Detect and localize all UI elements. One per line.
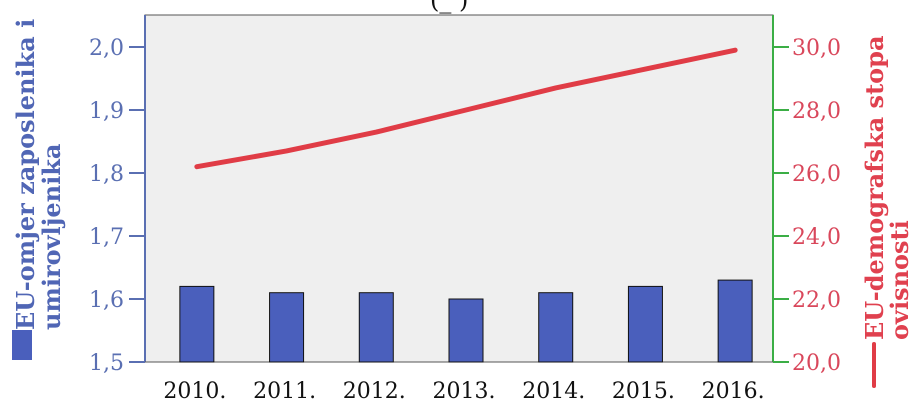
left-axis-tick-label: 1,9 [89, 99, 124, 124]
bar-2015 [627, 285, 663, 363]
left-axis-tick-label: 1,5 [89, 351, 124, 376]
x-axis-tick-label: 2016. [702, 379, 765, 404]
right-axis-title-line-2: ovisnosti [885, 220, 914, 340]
left-axis-title-group: EU-omjer zaposlenika i umirovljenika [11, 19, 66, 360]
right-axis: 20,0 22,0 24,0 26,0 28,0 30,0 [772, 15, 841, 376]
bar-2016 [717, 279, 753, 363]
left-axis-tick-label: 2,0 [89, 36, 124, 61]
left-axis-tick-label: 1,8 [89, 162, 124, 187]
right-axis-tick-label: 20,0 [792, 351, 841, 376]
right-axis-tick-label: 26,0 [792, 162, 841, 187]
x-axis-tick-label: 2013. [433, 379, 496, 404]
bar-2012 [358, 292, 394, 363]
left-axis-tick-label: 1,6 [89, 288, 124, 313]
dependency-rate-line [194, 47, 738, 170]
bar-2011 [269, 292, 305, 363]
right-axis-tick-label: 22,0 [792, 288, 841, 313]
bar-2010 [179, 285, 215, 363]
left-axis-title-line-1: EU-omjer zaposlenika i [11, 19, 40, 330]
x-axis-tick-label: 2015. [612, 379, 675, 404]
left-axis-title-line-2: umirovljenika [37, 144, 66, 330]
top-caption: (_ ) [430, 0, 468, 14]
line-series [194, 47, 738, 170]
bar-2014 [538, 292, 574, 363]
x-axis-tick-label: 2011. [253, 379, 316, 404]
right-axis-tick-label: 28,0 [792, 99, 841, 124]
x-axis-tick-label: 2010. [163, 379, 226, 404]
x-axis-tick-label: 2012. [343, 379, 406, 404]
right-axis-tick-label: 24,0 [792, 225, 841, 250]
right-axis-title-line-1: EU-demografska stopa [860, 36, 889, 341]
left-axis-legend-marker [12, 330, 32, 360]
x-axis-tick-label: 2014. [522, 379, 585, 404]
right-axis-title-group: EU-demografska stopa ovisnosti [860, 36, 914, 388]
right-axis-tick-label: 30,0 [792, 36, 841, 61]
left-axis-tick-label: 1,7 [89, 225, 124, 250]
x-axis: 2010. 2011. 2012. 2013. 2014. 2015. 2016. [145, 361, 773, 404]
bar-series [179, 279, 753, 363]
left-axis: 1,5 1,6 1,7 1,8 1,9 2,0 [89, 15, 146, 376]
bar-2013 [448, 298, 484, 363]
